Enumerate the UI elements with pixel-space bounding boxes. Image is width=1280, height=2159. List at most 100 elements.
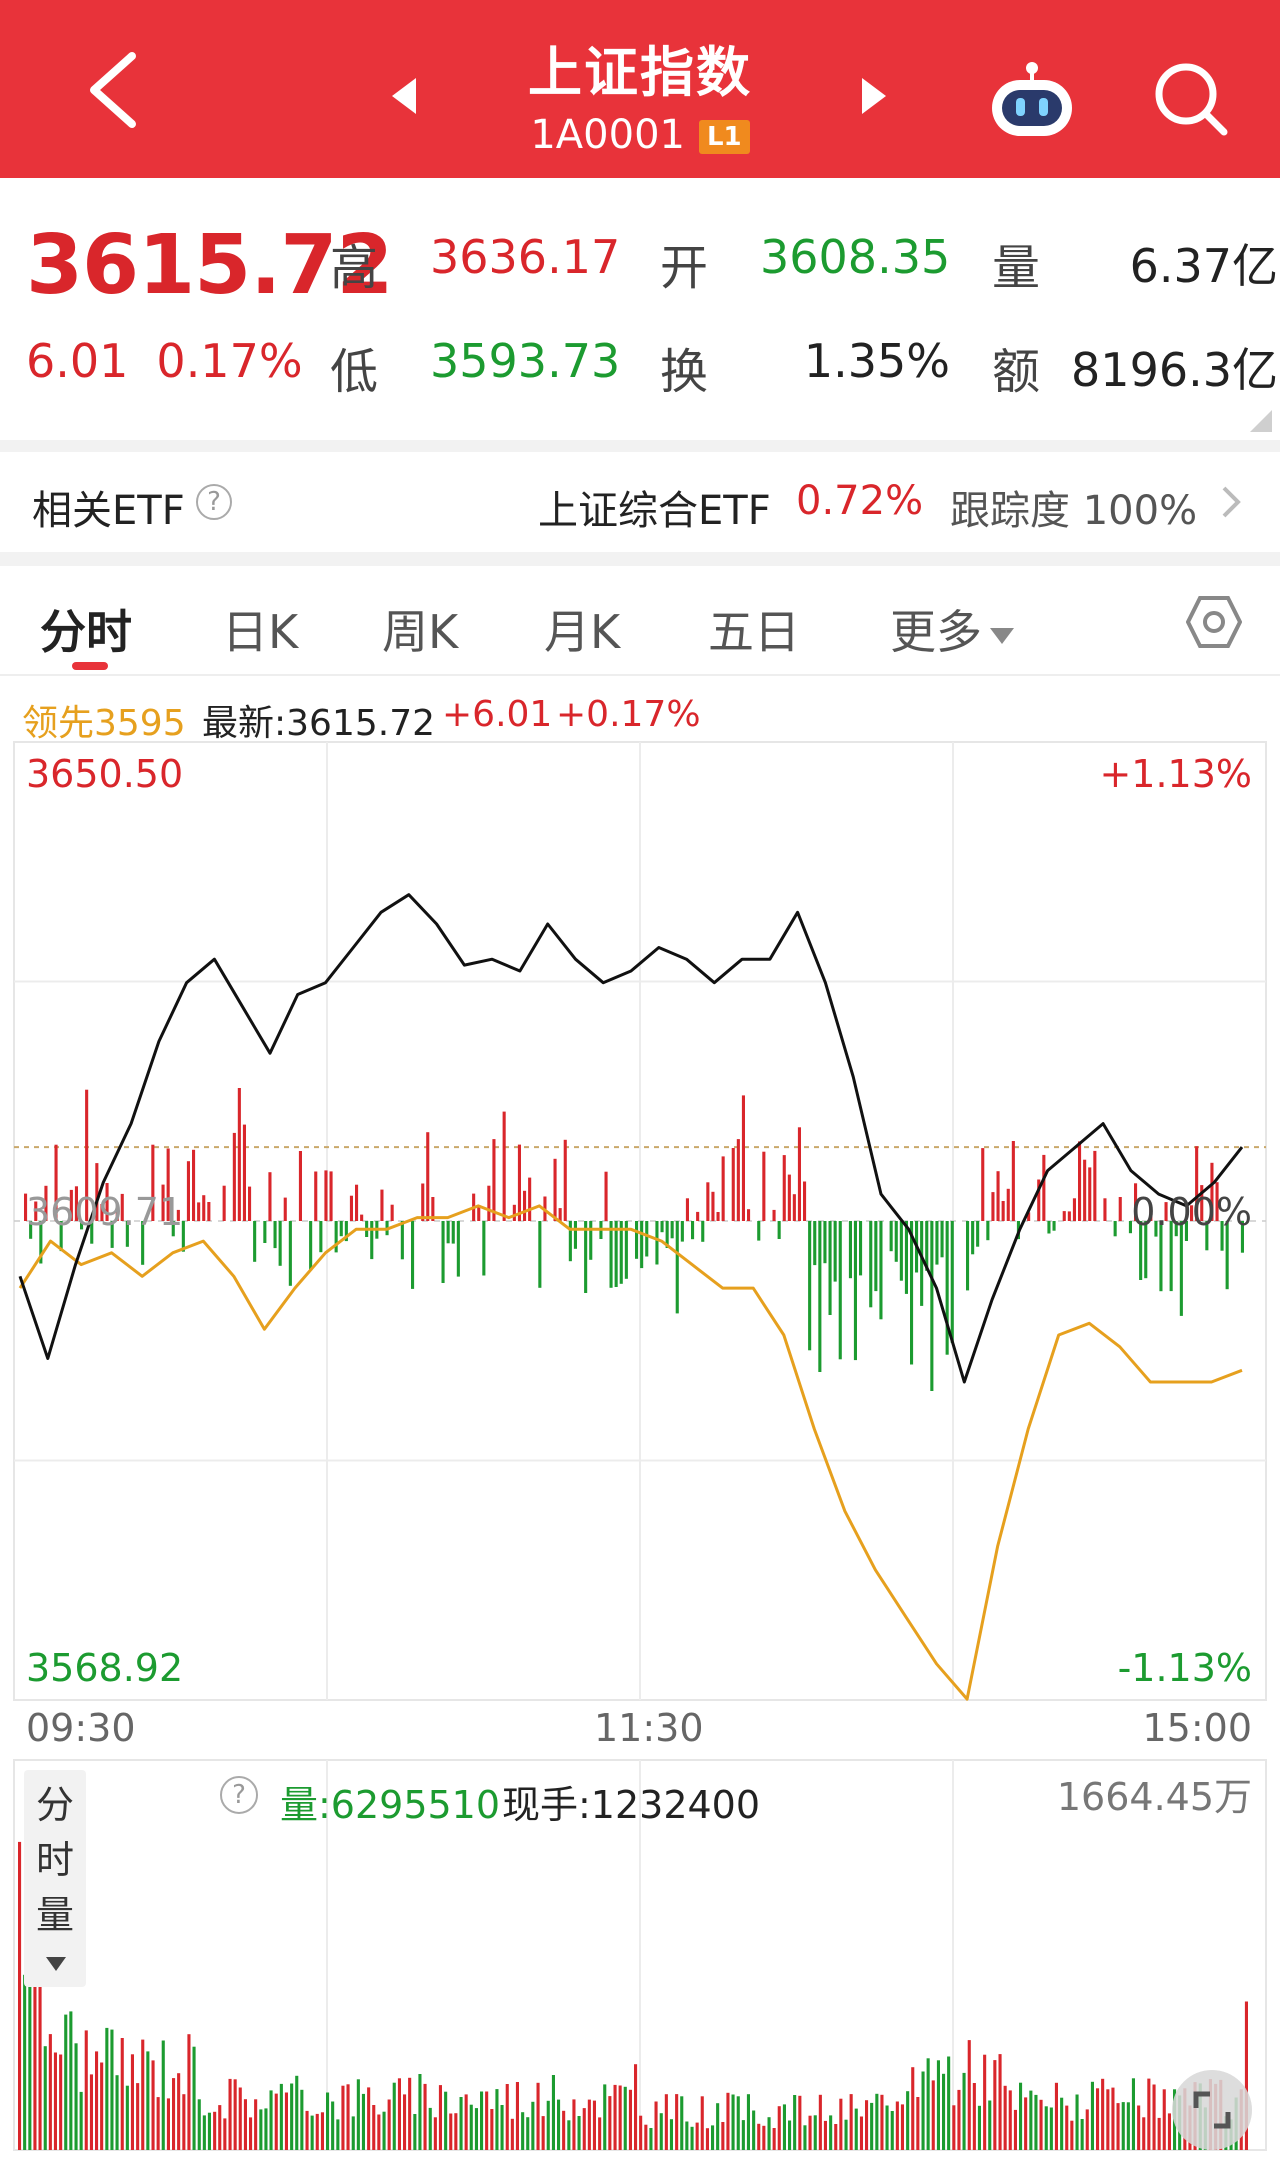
inflow-bar <box>772 1209 776 1221</box>
volume-indicator-label: 分时量 <box>36 1783 75 1937</box>
outflow-bar <box>80 1221 84 1230</box>
chevron-right-icon[interactable] <box>1216 482 1246 522</box>
volume-bar-down <box>669 2119 673 2150</box>
next-stock-icon[interactable] <box>862 78 886 114</box>
tab-weekly-k[interactable]: 周K <box>382 605 459 659</box>
outflow-bar <box>691 1221 695 1240</box>
robot-assistant-icon[interactable] <box>988 60 1076 140</box>
volume-bar-up <box>136 2083 140 2150</box>
volume-bar-down <box>474 2108 478 2150</box>
volume-bar-up <box>993 2060 997 2150</box>
inflow-bar <box>355 1184 359 1221</box>
tab-daily-k[interactable]: 日K <box>222 605 299 659</box>
inflow-bar <box>558 1208 562 1221</box>
inflow-bar <box>1011 1141 1015 1221</box>
outflow-bar <box>777 1221 781 1239</box>
volume-bar-up <box>1096 2088 1100 2150</box>
outflow-bar <box>1179 1221 1183 1316</box>
inflow-bar <box>115 1207 119 1221</box>
volume-bar-down <box>711 2125 715 2150</box>
volume-bar-up <box>274 2093 278 2150</box>
volume-bar-down <box>623 2086 627 2150</box>
volume-bar-down <box>788 2120 792 2150</box>
outflow-bar <box>899 1221 903 1281</box>
volume-bar-up <box>818 2094 822 2150</box>
outflow-bar <box>181 1221 185 1252</box>
inflow-bar <box>192 1149 196 1221</box>
quote-panel: 3615.72 6.01 0.17% 高 3636.17 开 3608.35 量 … <box>0 178 1280 448</box>
outflow-bar <box>411 1221 415 1289</box>
previous-stock-icon[interactable] <box>392 78 416 114</box>
time-axis-end: 15:00 <box>1142 1706 1252 1750</box>
volume-bar-up <box>1137 2105 1141 2150</box>
outflow-bar <box>141 1221 145 1265</box>
volume-bar-up <box>1013 2109 1017 2150</box>
inflow-bar <box>991 1192 995 1221</box>
inflow-bar <box>523 1190 527 1221</box>
volume-bar-up <box>998 2054 1002 2150</box>
help-icon[interactable]: ? <box>196 484 232 520</box>
active-tab-indicator <box>72 662 108 670</box>
outflow-bar <box>1205 1221 1209 1251</box>
tab-five-day[interactable]: 五日 <box>708 605 800 659</box>
outflow-bar <box>1174 1221 1178 1237</box>
volume-bar-down <box>413 2114 417 2150</box>
back-arrow-icon[interactable] <box>80 50 150 130</box>
outflow-bar <box>976 1221 980 1247</box>
volume-bar-up <box>1039 2099 1043 2150</box>
help-icon[interactable]: ? <box>220 1776 258 1814</box>
related-etf-row[interactable]: 相关ETF ? 上证综合ETF 0.72% 跟踪度 100% <box>0 452 1280 552</box>
low-value: 3593.73 <box>430 334 621 388</box>
volume-bar-up <box>721 2122 725 2150</box>
price-axis-top: 3650.50 <box>26 752 184 796</box>
volume-bar-up <box>900 2104 904 2150</box>
volume-bar-down <box>885 2105 889 2150</box>
stock-code: 1A0001 <box>530 112 685 158</box>
turnover-label: 换 <box>660 344 709 400</box>
tab-more[interactable]: 更多 <box>890 596 1014 662</box>
volume-bar-down <box>767 2117 771 2150</box>
inflow-bar <box>105 1183 109 1221</box>
high-label: 高 <box>330 240 379 296</box>
volume-bar-up <box>1070 2120 1074 2150</box>
expand-corner-icon[interactable] <box>1250 410 1272 432</box>
fullscreen-expand-icon[interactable] <box>1172 2070 1252 2150</box>
volume-indicator-select[interactable]: 分时量 <box>24 1770 87 1987</box>
volume-bar-up <box>613 2084 617 2150</box>
outflow-bar <box>90 1221 94 1244</box>
volume-bar-down <box>300 2089 304 2150</box>
outflow-bar <box>538 1221 542 1288</box>
outflow-bar <box>568 1221 572 1262</box>
outflow-bar <box>584 1221 588 1293</box>
volume-bar-up <box>505 2084 509 2150</box>
inflow-bar <box>329 1171 333 1221</box>
inflow-bar <box>685 1198 689 1221</box>
volume-bar-up <box>341 2085 345 2150</box>
volume-bar-up <box>1157 2117 1161 2150</box>
volume-bar-down <box>202 2115 206 2150</box>
volume-bar-down <box>1126 2102 1130 2150</box>
outflow-bar <box>894 1221 898 1262</box>
tab-monthly-k[interactable]: 月K <box>544 605 621 659</box>
outflow-bar <box>334 1221 338 1253</box>
volume-bar-down <box>418 2074 422 2150</box>
volume-bar-down <box>1075 2094 1079 2150</box>
inflow-bar <box>563 1139 567 1221</box>
volume-bar-up <box>233 2079 237 2150</box>
volume-bar-up <box>254 2099 258 2150</box>
volume-bar-up <box>166 2098 170 2150</box>
tab-intraday[interactable]: 分时 <box>40 605 132 659</box>
search-icon[interactable] <box>1150 58 1230 138</box>
inflow-bar <box>431 1197 435 1221</box>
inflow-bar <box>1001 1201 1005 1221</box>
settings-hexagon-icon[interactable] <box>1186 594 1242 650</box>
volume-bar-down <box>685 2121 689 2150</box>
volume-bar-down <box>192 2046 196 2150</box>
volume-bar-down <box>870 2102 874 2150</box>
outflow-bar <box>1220 1221 1224 1251</box>
open-label: 开 <box>660 240 709 296</box>
inflow-bar <box>44 1185 48 1221</box>
volume-bar-down <box>279 2083 283 2150</box>
inflow-bar <box>1062 1211 1066 1221</box>
